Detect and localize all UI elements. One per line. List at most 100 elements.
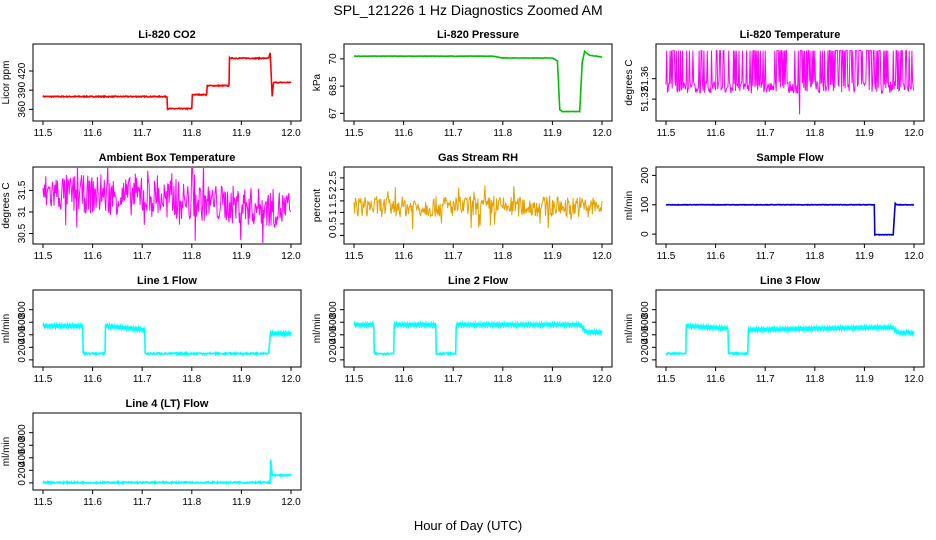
y-tick-label: 200 [17,339,28,356]
panel-8: Line 2 Flow ml/min 11.5 11.6 11.7 11.8 11.9 12.… [312,275,613,385]
x-tick-label: 11.9 [855,374,874,385]
x-tick-label: 11.5 [345,251,364,262]
y-tick-label: 600 [328,313,339,330]
series-line [665,321,915,356]
y-tick-label: 400 [17,449,28,466]
y-tick-label: 2 [328,186,339,192]
x-tick-label: 11.5 [657,251,676,262]
panel-2: Li-820 Pressure kPa 11.5 11.6 11.7 11.8 11.9 12… [312,29,613,139]
x-tick-label: 11.8 [805,251,824,262]
x-tick-label: 11.5 [657,374,676,385]
plot-frame [32,43,302,122]
plot-frame [655,166,925,245]
x-tick-label: 12.0 [904,128,924,139]
panel-title: Li-820 Temperature [740,29,841,41]
y-tick-label: 800 [17,424,28,441]
panel-title: Sample Flow [756,152,824,164]
y-axis-label: degrees C [1,182,12,228]
y-axis-label: ml/min [1,437,12,466]
y-axis-label: Licor ppm [1,61,12,105]
y-tick-label: 200 [328,339,339,356]
y-axis-label: ml/min [1,314,12,343]
y-tick-label: 390 [17,81,28,98]
y-tick-label: 68.5 [328,76,339,96]
plot-frame [343,289,613,368]
x-tick-label: 11.7 [444,251,463,262]
x-tick-label: 11.6 [706,128,725,139]
y-tick-label: 600 [17,436,28,453]
x-tick-label: 11.5 [657,128,676,139]
x-tick-label: 11.7 [756,128,775,139]
panel-9: Line 3 Flow ml/min 11.5 11.6 11.7 11.8 11.9 12.… [624,275,925,385]
series-line [42,168,292,243]
panel-title: Line 1 Flow [137,275,197,287]
series-line [42,459,292,486]
x-tick-label: 11.6 [83,251,102,262]
x-tick-label: 12.0 [281,374,301,385]
panel-title: Line 4 (LT) Flow [126,398,209,410]
x-tick-label: 11.8 [182,374,201,385]
y-axis-label: ml/min [624,314,635,343]
x-tick-label: 12.0 [281,251,301,262]
series-line [42,52,292,111]
y-tick-label: 0 [328,357,339,363]
panel-5: Gas Stream RH percent 11.5 11.6 11.7 11.8 11.9… [312,152,613,262]
y-tick-label: 0 [640,357,651,363]
y-tick-label: 800 [640,301,651,318]
x-tick-label: 11.5 [345,128,364,139]
y-tick-label: 1.5 [328,194,339,208]
x-tick-label: 11.6 [394,251,413,262]
x-tick-label: 11.7 [133,251,152,262]
panel-6: Sample Flow ml/min 11.5 11.6 11.7 11.8 11.9 12.… [624,152,925,262]
x-tick-label: 11.7 [444,128,463,139]
x-tick-label: 12.0 [281,128,301,139]
y-tick-label: 200 [640,167,651,184]
y-tick-label: 0 [640,231,651,237]
y-tick-label: 100 [640,196,651,213]
x-tick-label: 11.7 [133,128,152,139]
panel-title: Li-820 Pressure [437,29,519,41]
y-tick-label: 400 [17,326,28,343]
plot-frame [32,412,302,491]
x-tick-label: 11.8 [182,251,201,262]
y-axis-label: kPa [312,73,323,91]
plot-frame [655,43,925,122]
y-tick-label: 1 [328,209,339,215]
x-tick-label: 11.9 [543,374,562,385]
y-tick-label: 31 [17,206,28,218]
plot-frame [343,43,613,122]
panel-4: Ambient Box Temperature degrees C 11.5 11.6… [1,152,302,262]
y-tick-label: 70 [328,53,339,65]
series-line [354,49,603,113]
panel-3: Li-820 Temperature degrees C 11.5 11.6 11.7 1… [624,29,925,139]
x-tick-label: 12.0 [904,374,924,385]
x-tick-label: 12.0 [904,251,924,262]
x-tick-label: 12.0 [281,497,301,508]
y-tick-label: 360 [17,101,28,118]
x-tick-label: 11.9 [232,128,251,139]
x-tick-label: 11.5 [345,374,364,385]
x-tick-label: 11.8 [493,251,512,262]
x-tick-label: 11.5 [34,128,53,139]
y-tick-label: 0 [17,357,28,363]
y-tick-label: 600 [640,313,651,330]
y-tick-label: 200 [640,339,651,356]
panel-10: Line 4 (LT) Flow ml/min 11.5 11.6 11.7 11.8 11… [1,398,302,508]
series-line [665,201,915,237]
y-tick-label: 400 [328,326,339,343]
y-tick-label: 800 [328,301,339,318]
x-tick-label: 11.6 [394,128,413,139]
y-tick-label: 67 [328,107,339,119]
x-tick-label: 11.8 [805,374,824,385]
x-tick-label: 11.9 [232,374,251,385]
x-tick-label: 11.9 [232,497,251,508]
y-axis-label: percent [312,189,323,223]
x-tick-label: 11.5 [34,251,53,262]
x-tick-label: 11.7 [756,251,775,262]
x-tick-label: 11.9 [543,251,562,262]
x-tick-label: 11.8 [493,374,512,385]
series-line [42,321,292,357]
y-tick-label: 420 [17,62,28,79]
figure-title: SPL_121226 1 Hz Diagnostics Zoomed AM [333,2,603,18]
series-line [353,185,603,230]
